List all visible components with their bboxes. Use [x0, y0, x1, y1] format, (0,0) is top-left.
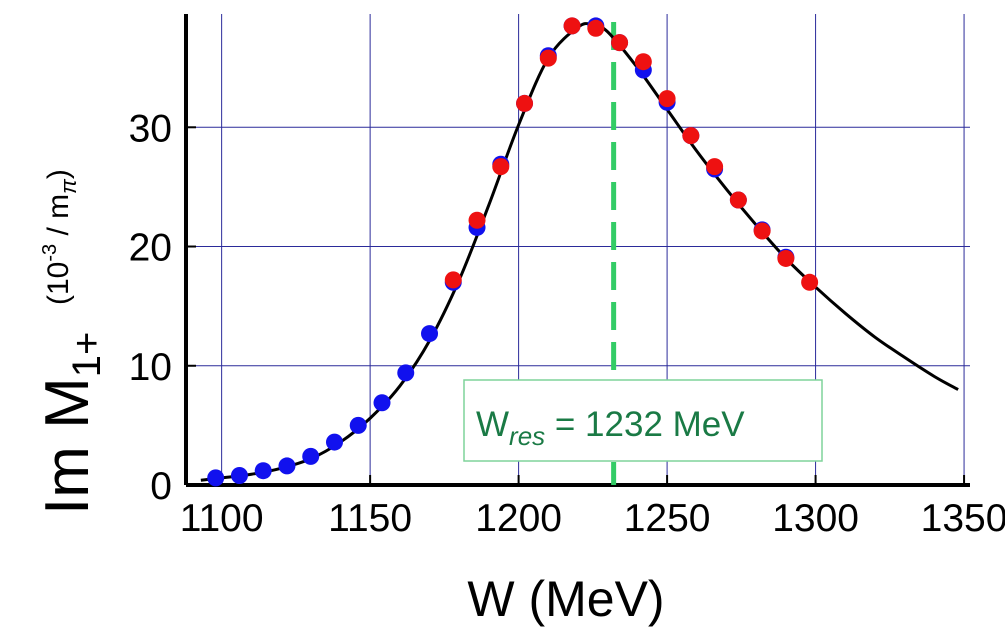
blue-data-point: [373, 394, 391, 412]
y-unit-mid: / m: [42, 194, 75, 244]
y-tick-label: 30: [129, 107, 172, 150]
annotation-text: Wres = 1232 MeV: [476, 405, 745, 451]
red-data-point: [634, 53, 652, 71]
grid: [186, 14, 970, 485]
blue-data-point: [278, 457, 296, 475]
y-label-sub: 1+: [65, 332, 109, 378]
red-data-point: [658, 90, 676, 108]
x-tick-label: 1100: [180, 497, 264, 540]
x-tick-label: 1250: [624, 497, 711, 540]
annotation-main: W: [476, 405, 509, 444]
y-tick-label: 20: [129, 227, 172, 270]
blue-data-point: [421, 325, 439, 343]
tick-labels: 1100 1150 1200 1250 1300 1350 0 10 20 30: [129, 107, 1005, 540]
y-unit-suffix: ): [42, 169, 75, 179]
annotation-rest: = 1232 MeV: [545, 405, 745, 444]
red-data-point: [539, 49, 557, 67]
x-tick-label: 1200: [475, 497, 562, 540]
red-data-point: [753, 222, 771, 240]
red-data-point: [516, 94, 534, 112]
blue-data-point: [349, 416, 367, 434]
y-label-main: Im M: [33, 377, 102, 515]
y-unit-prefix: (10: [42, 262, 75, 305]
y-tick-label: 0: [150, 465, 172, 508]
red-data-point: [468, 211, 486, 229]
fit-curve-layer: [200, 22, 959, 482]
red-data-point: [777, 249, 795, 267]
y-axis-label-main: Im M1+: [33, 332, 109, 515]
blue-data-point: [325, 433, 343, 451]
red-data-point: [587, 19, 605, 37]
red-data-point: [563, 17, 581, 35]
blue-data-point: [207, 469, 225, 487]
x-axis-label: W (MeV): [467, 571, 664, 627]
data-points: [207, 17, 819, 487]
annotation-sub: res: [509, 421, 545, 451]
red-data-point: [706, 158, 724, 176]
blue-data-point: [254, 462, 272, 480]
red-data-point: [729, 191, 747, 209]
x-tick-label: 1300: [772, 497, 859, 540]
red-data-point: [611, 34, 629, 52]
blue-data-point: [230, 466, 248, 484]
y-unit-exp: -3: [39, 244, 61, 262]
x-tick-label: 1350: [921, 497, 1005, 540]
blue-data-point: [397, 364, 415, 382]
red-data-point: [492, 158, 510, 176]
fit-curve: [200, 22, 959, 482]
blue-data-point: [302, 447, 320, 465]
red-data-point: [682, 127, 700, 145]
resonance-annotation: Wres = 1232 MeV: [463, 379, 823, 462]
annotation-box: [463, 379, 823, 462]
y-unit-sub: π: [56, 178, 81, 194]
red-data-point: [801, 273, 819, 291]
y-tick-label: 10: [129, 346, 172, 389]
y-axis-unit: (10-3 / mπ): [39, 169, 81, 305]
red-data-point: [444, 271, 462, 289]
x-tick-label: 1150: [328, 497, 412, 540]
y-axis-label: Im M1+ (10-3 / mπ): [33, 169, 109, 515]
